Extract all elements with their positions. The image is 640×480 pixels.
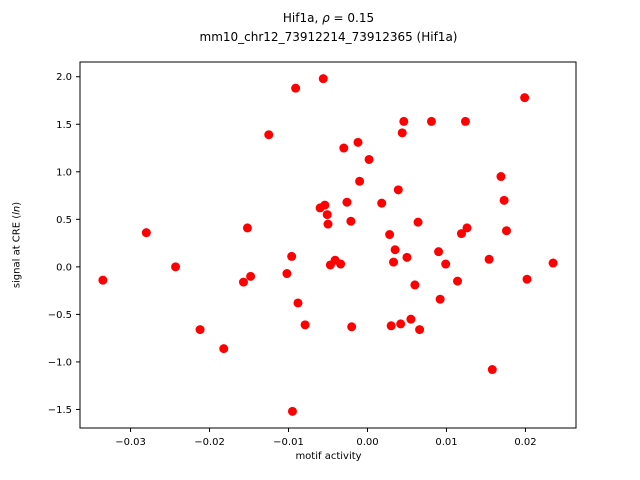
scatter-point [293, 298, 303, 308]
title-rho-value: = 0.15 [329, 11, 375, 25]
scatter-point [339, 143, 349, 153]
scatter-point [435, 294, 445, 304]
scatter-point [484, 254, 494, 264]
scatter-point [219, 344, 229, 354]
x-tick-label: −0.02 [194, 437, 225, 448]
scatter-point [396, 319, 406, 329]
scatter-point [346, 216, 356, 226]
scatter-point [487, 365, 497, 375]
scatter-point [323, 219, 333, 229]
y-axis-label-text: signal at CRE ( [11, 214, 23, 289]
scatter-point [460, 116, 470, 126]
scatter-point [318, 74, 328, 84]
scatter-point [98, 275, 108, 285]
scatter-point [462, 223, 472, 233]
y-axis-label-italic: ln [11, 205, 23, 215]
scatter-point [320, 200, 330, 210]
scatter-point [171, 262, 181, 272]
scatter-point [238, 277, 248, 287]
scatter-point [413, 217, 423, 227]
y-tick-label: 0.0 [56, 262, 72, 273]
x-tick-label: −0.03 [115, 437, 146, 448]
scatter-point [520, 93, 530, 103]
scatter-point [287, 406, 297, 416]
y-axis-label-close: ) [11, 201, 23, 206]
scatter-point [377, 198, 387, 208]
scatter-point [499, 195, 509, 205]
chart-title: Hif1a, ρ = 0.15 mm10_chr12_73912214_7391… [80, 9, 577, 47]
scatter-point [406, 314, 416, 324]
scatter-point [456, 229, 466, 239]
y-tick-label: 2.0 [56, 72, 72, 83]
scatter-point [548, 258, 558, 268]
scatter-point [453, 276, 463, 286]
y-tick-label: −1.5 [48, 405, 72, 416]
scatter-point [322, 210, 332, 220]
scatter-point [397, 128, 407, 138]
x-tick-label: 0.01 [435, 437, 457, 448]
scatter-point [410, 280, 420, 290]
x-axis-label: motif activity [295, 451, 362, 462]
scatter-point [195, 325, 205, 335]
scatter-point [264, 130, 274, 140]
x-tick-label: −0.01 [273, 437, 304, 448]
scatter-point [347, 322, 357, 332]
scatter-point [389, 257, 399, 267]
scatter-point [386, 321, 396, 331]
y-tick-label: 1.5 [56, 120, 72, 131]
chart-subtitle: mm10_chr12_73912214_73912365 (Hif1a) [199, 30, 458, 44]
x-tick-label: 0.02 [514, 437, 536, 448]
scatter-point [434, 247, 444, 257]
scatter-point [287, 251, 297, 261]
scatter-point [393, 185, 403, 195]
scatter-point [415, 325, 425, 335]
scatter-point [282, 269, 292, 279]
y-tick-label: −1.0 [48, 357, 72, 368]
scatter-point [390, 245, 400, 255]
scatter-point [141, 228, 151, 238]
title-text: Hif1a, [282, 11, 323, 25]
scatter-point [300, 320, 310, 330]
y-tick-label: −0.5 [48, 310, 72, 321]
title-rho-symbol: ρ [322, 11, 330, 25]
y-tick-label: 0.5 [56, 215, 72, 226]
scatter-point [246, 271, 256, 281]
scatter-point [342, 197, 352, 207]
scatter-point [522, 274, 532, 284]
plot-border [79, 61, 577, 429]
scatter-point [291, 83, 301, 93]
scatter-point [402, 252, 412, 262]
chart-title-line1: Hif1a, ρ = 0.15 [80, 9, 577, 28]
scatter-point [399, 116, 409, 126]
scatter-point [496, 172, 506, 182]
scatter-point [353, 137, 363, 147]
scatter-point [502, 226, 511, 236]
y-axis-label: signal at CRE (ln) [12, 202, 23, 288]
scatter-point [242, 223, 252, 233]
scatter-point [441, 259, 451, 269]
scatter-point [364, 154, 374, 164]
x-tick-label: 0.00 [356, 437, 378, 448]
scatter-point [336, 259, 346, 269]
scatter-point [426, 116, 436, 126]
y-tick-label: 1.0 [56, 167, 72, 178]
scatter-point [355, 176, 365, 186]
scatter-point [385, 230, 395, 240]
